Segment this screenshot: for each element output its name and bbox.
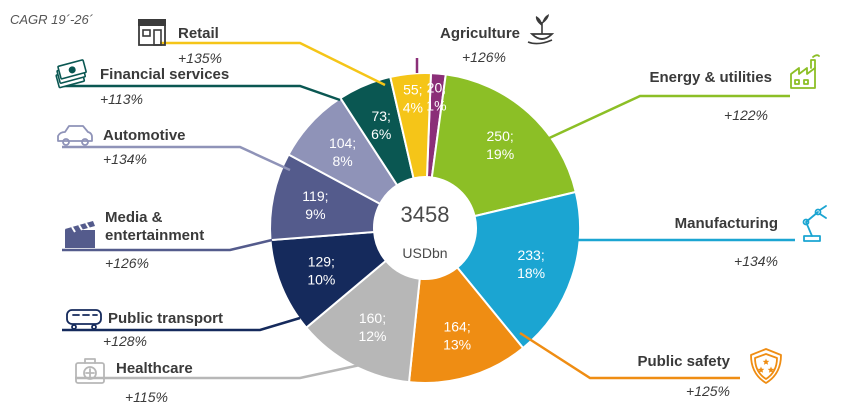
car-icon xyxy=(57,125,93,146)
category-cagr-energy-and-utilities: +122% xyxy=(724,107,768,123)
category-name-agriculture: Agriculture xyxy=(440,25,520,42)
category-name-public-transport: Public transport xyxy=(108,310,223,327)
cagr-header: CAGR 19´-26´ xyxy=(10,12,94,27)
leader-line-energy-and-utilities xyxy=(544,94,790,142)
robot-arm-icon xyxy=(802,205,827,242)
train-icon xyxy=(64,309,104,331)
category-cagr-retail: +135% xyxy=(178,50,222,66)
segment-value-agriculture: 20; xyxy=(427,79,446,95)
segment-share-public-transport: 10% xyxy=(307,271,335,287)
center-total: 3458 xyxy=(401,202,450,227)
leader-line-automotive xyxy=(62,145,291,172)
clapperboard-icon xyxy=(65,221,95,248)
category-name-healthcare: Healthcare xyxy=(116,360,193,377)
leader-line-financial-services xyxy=(62,84,341,102)
leader-lines-group xyxy=(62,41,795,380)
segment-value-public-transport: 129; xyxy=(308,253,335,269)
category-cagr-healthcare: +115% xyxy=(125,389,168,405)
category-name-financial-services: Financial services xyxy=(100,66,229,83)
segment-share-media-and-entertainment: 9% xyxy=(305,206,325,222)
segment-share-financial-services: 6% xyxy=(371,126,391,142)
leader-line-public-safety xyxy=(519,331,740,380)
category-cagr-public-transport: +128% xyxy=(103,333,147,349)
segment-value-media-and-entertainment: 119; xyxy=(302,188,328,204)
category-name-automotive: Automotive xyxy=(103,127,186,144)
segment-share-retail: 4% xyxy=(403,100,423,116)
segment-value-manufacturing: 233; xyxy=(517,247,544,263)
leader-line-media-and-entertainment xyxy=(62,238,273,252)
category-name-media-and-entertainment: Media & xyxy=(105,209,163,226)
leader-line-healthcare xyxy=(75,363,361,380)
donut-hole xyxy=(374,177,476,279)
category-name-retail: Retail xyxy=(178,25,219,42)
segment-share-public-safety: 13% xyxy=(443,336,471,352)
shop-icon xyxy=(138,19,166,46)
leader-line-retail xyxy=(160,41,386,87)
segment-share-automotive: 8% xyxy=(332,153,352,169)
segment-share-manufacturing: 18% xyxy=(517,265,545,281)
segment-value-healthcare: 160; xyxy=(359,310,386,326)
segment-share-agriculture: 1% xyxy=(426,97,446,113)
category-cagr-manufacturing: +134% xyxy=(734,253,778,269)
segment-value-energy-and-utilities: 250; xyxy=(487,128,514,144)
category-name-energy-and-utilities: Energy & utilities xyxy=(649,69,772,86)
category-name-public-safety: Public safety xyxy=(637,353,730,370)
category-name-manufacturing: Manufacturing xyxy=(675,215,778,232)
segment-share-healthcare: 12% xyxy=(358,328,386,344)
segment-share-energy-and-utilities: 19% xyxy=(486,146,514,162)
segment-value-retail: 55; xyxy=(403,82,422,98)
plant-hand-icon xyxy=(527,14,555,45)
shield-stars-icon xyxy=(750,348,782,384)
category-cagr-public-safety: +125% xyxy=(686,383,730,399)
category-cagr-media-and-entertainment: +126% xyxy=(105,255,149,271)
icons-group xyxy=(55,14,827,384)
category-cagr-financial-services: +113% xyxy=(100,91,143,107)
segment-value-public-safety: 164; xyxy=(443,318,470,334)
factory-icon xyxy=(790,54,820,89)
segment-value-automotive: 104; xyxy=(329,135,356,151)
category-cagr-agriculture: +126% xyxy=(462,49,506,65)
category-labels-group: Agriculture +126% Energy & utilities +122% M… xyxy=(100,25,778,405)
segment-labels-group: 20; 1% 250; 19% 233; 18% 164; 13% 160; 12% 129; 10%… xyxy=(302,79,545,352)
money-icon xyxy=(55,59,87,89)
medical-kit-icon xyxy=(75,358,105,384)
leader-line-public-transport xyxy=(62,316,301,332)
category-cagr-automotive: +134% xyxy=(103,151,147,167)
segment-value-financial-services: 73; xyxy=(371,108,390,124)
category-name-media-and-entertainment: entertainment xyxy=(105,227,204,244)
center-unit: USDbn xyxy=(402,245,447,261)
